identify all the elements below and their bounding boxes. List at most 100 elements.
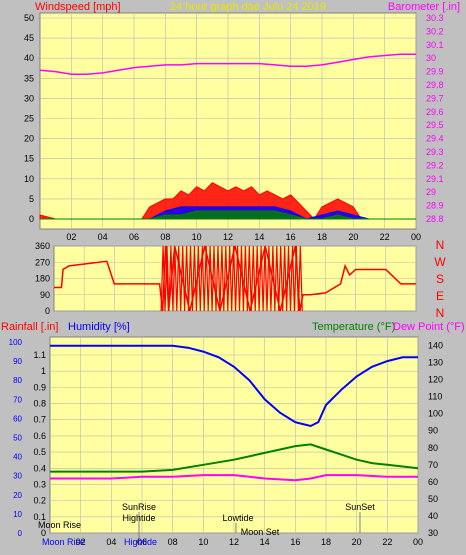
humidity-tick-label: 40 — [13, 453, 22, 462]
x-tick-label: 10 — [198, 537, 208, 547]
x-tick-label: 22 — [382, 537, 392, 547]
temp-tick-label: 70 — [428, 460, 438, 470]
y2-tick-label: 29.5 — [426, 120, 444, 130]
y-tick-label: 50 — [24, 13, 34, 23]
y-tick-label: 45 — [24, 33, 34, 43]
compass-label: W — [434, 255, 446, 269]
panel3-right-title-dew: Dew Point (°F) — [393, 321, 465, 333]
compass-label: N — [436, 306, 445, 320]
panel1-right-title: Barometer [.in] — [388, 1, 460, 13]
temp-tick-label: 50 — [428, 494, 438, 504]
humidity-tick-label: 60 — [13, 414, 22, 423]
y-tick-label: 20 — [24, 134, 34, 144]
temp-tick-label: 30 — [428, 528, 438, 538]
y2-tick-label: 29 — [426, 187, 436, 197]
humidity-tick-label: 90 — [13, 357, 22, 366]
compass-label: E — [436, 289, 444, 303]
x-tick-label: 04 — [98, 232, 108, 242]
y-tick-label: 10 — [24, 174, 34, 184]
humidity-tick-label: 100 — [9, 338, 23, 347]
y-tick-label: 5 — [29, 194, 34, 204]
x-tick-label: 02 — [66, 232, 76, 242]
y2-tick-label: 30 — [426, 53, 436, 63]
moonrise-axis-label: Moon Rise — [42, 537, 85, 547]
sunset-label: SunSet — [345, 502, 375, 512]
wind-speed-series — [40, 210, 416, 220]
temp-tick-label: 140 — [428, 341, 443, 351]
x-tick-label: 12 — [229, 537, 239, 547]
x-tick-label: 00 — [413, 537, 423, 547]
x-tick-label: 16 — [290, 537, 300, 547]
sunrise-label: SunRise — [122, 502, 156, 512]
y-tick-label: 25 — [24, 114, 34, 124]
y-tick-label: 360 — [35, 241, 50, 251]
rainfall-tick-label: 0.6 — [33, 431, 46, 441]
humidity-line — [50, 344, 418, 428]
hightide-axis-label: Hightide — [124, 537, 157, 547]
temp-tick-label: 80 — [428, 443, 438, 453]
panel3-left-title-rain: Rainfall [.in] — [1, 321, 58, 333]
rainfall-tick-label: 0.7 — [33, 415, 46, 425]
x-tick-label: 04 — [106, 537, 116, 547]
x-tick-label: 20 — [348, 232, 358, 242]
rainfall-tick-label: 0.2 — [33, 496, 46, 506]
humidity-tick-label: 30 — [13, 472, 22, 481]
humidity-tick-label: 0 — [18, 529, 23, 538]
y2-tick-label: 29.6 — [426, 107, 444, 117]
lowtide-label: Lowtide — [222, 513, 253, 523]
panel1-left-title: Windspeed [mph] — [35, 1, 121, 13]
dew-point-line — [50, 474, 418, 482]
rainfall-tick-label: 0.1 — [33, 512, 46, 522]
y2-tick-label: 30.3 — [426, 13, 444, 23]
y2-tick-label: 29.4 — [426, 134, 444, 144]
x-tick-label: 06 — [137, 537, 147, 547]
temp-tick-label: 130 — [428, 358, 443, 368]
rainfall-tick-label: 0 — [41, 528, 46, 538]
rainfall-tick-label: 1.1 — [33, 350, 46, 360]
barometer-line — [39, 53, 416, 76]
y2-tick-label: 29.8 — [426, 80, 444, 90]
moonset-label: Moon Set — [241, 527, 280, 537]
temp-tick-label: 100 — [428, 409, 443, 419]
y-tick-label: 90 — [40, 290, 50, 300]
humidity-tick-label: 80 — [13, 376, 22, 385]
y-tick-label: 35 — [24, 73, 34, 83]
temp-tick-label: 90 — [428, 426, 438, 436]
y-tick-label: 15 — [24, 154, 34, 164]
x-tick-label: 16 — [286, 232, 296, 242]
compass-label: N — [436, 238, 445, 252]
y-tick-label: 180 — [35, 274, 50, 284]
y2-tick-label: 29.7 — [426, 93, 444, 103]
rainfall-tick-label: 0.3 — [33, 479, 46, 489]
panel1-center-title: 24 hour graph dae Julu 24 2019 — [170, 1, 326, 13]
x-tick-label: 08 — [168, 537, 178, 547]
y-tick-label: 30 — [24, 93, 34, 103]
x-tick-label: 18 — [321, 537, 331, 547]
wind-direction-oscillation — [160, 245, 303, 312]
rainfall-tick-label: 0.9 — [33, 382, 46, 392]
humidity-tick-label: 20 — [13, 491, 22, 500]
rainfall-tick-label: 1 — [41, 366, 46, 376]
x-tick-label: 18 — [317, 232, 327, 242]
x-tick-label: 08 — [160, 232, 170, 242]
hightide-label: Hightide — [122, 513, 155, 523]
panel3-right-title-temp: Temperature (°F) — [312, 321, 395, 333]
y2-tick-label: 28.9 — [426, 201, 444, 211]
y-tick-label: 270 — [35, 257, 50, 267]
x-tick-label: 02 — [76, 537, 86, 547]
x-tick-label: 00 — [411, 232, 421, 242]
y2-tick-label: 29.1 — [426, 174, 444, 184]
rainfall-tick-label: 0.8 — [33, 399, 46, 409]
humidity-tick-label: 50 — [13, 434, 22, 443]
x-tick-label: 12 — [223, 232, 233, 242]
panel3-left-title-humidity: Humidity [%] — [68, 321, 130, 333]
y-tick-label: 0 — [29, 214, 34, 224]
temp-tick-label: 110 — [428, 392, 442, 402]
temp-tick-label: 120 — [428, 375, 443, 385]
y2-tick-label: 29.2 — [426, 160, 444, 170]
x-tick-label: 14 — [260, 537, 270, 547]
temperature-line — [50, 443, 419, 473]
humidity-tick-label: 10 — [13, 510, 22, 519]
temp-tick-label: 60 — [428, 477, 438, 487]
x-tick-label: 20 — [352, 537, 362, 547]
